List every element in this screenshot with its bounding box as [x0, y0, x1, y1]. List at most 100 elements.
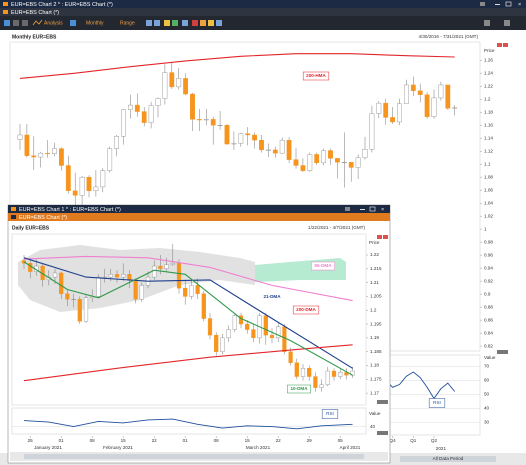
- y-tick-label: 1.24: [484, 70, 493, 75]
- toolbar-item[interactable]: Analysis: [44, 21, 63, 27]
- candle-body: [410, 84, 416, 91]
- inner-plot: 1.22 1.215 1.21 1.205 1.2 1.195 1.19 1.185 1.18 1…: [12, 243, 382, 450]
- toolbar-item[interactable]: Monthly: [86, 21, 104, 27]
- month-label: January 2021: [34, 445, 62, 450]
- axis-label: Value: [484, 355, 496, 360]
- tool-icon[interactable]: [504, 20, 510, 26]
- menu-button[interactable]: [480, 2, 485, 6]
- minimize-button[interactable]: [360, 209, 365, 210]
- scroll-thumb[interactable]: [400, 456, 496, 462]
- tool-icon[interactable]: [154, 20, 160, 26]
- candle-body: [293, 159, 299, 166]
- annotation-box: [287, 384, 311, 394]
- annotation-box: [302, 71, 330, 81]
- candle-body: [17, 134, 23, 140]
- title-bar: [0, 0, 526, 8]
- candle-body: [127, 104, 133, 110]
- date-range: 4/30/2016 - 7/31/2021 (GMT): [419, 34, 479, 39]
- y-tick-label: 1.195: [370, 321, 382, 326]
- window-title: EUR=EBS Chart 1 * : EUR=EBS Chart (*): [19, 207, 121, 213]
- autoscale-button[interactable]: [377, 431, 388, 435]
- candle-body: [196, 119, 202, 121]
- moving-average-line: [23, 255, 353, 302]
- candle-body: [108, 274, 113, 278]
- candle-body: [286, 139, 292, 160]
- candle-body: [226, 329, 231, 339]
- moving-average-line: [23, 257, 353, 369]
- candle-body: [24, 134, 30, 156]
- autoscale-button[interactable]: [377, 400, 388, 404]
- tool-icon[interactable]: [146, 20, 152, 26]
- candle-body: [71, 298, 76, 300]
- y-tick-label: 1.02: [484, 213, 493, 218]
- x-tick-label: 29: [307, 438, 313, 443]
- month-label: April 2021: [340, 445, 361, 450]
- minimize-button[interactable]: [495, 4, 500, 5]
- chart-header: Daily EUR=EBS: [12, 225, 50, 231]
- panel-button[interactable]: [383, 235, 388, 239]
- maximize-button[interactable]: [505, 1, 512, 7]
- y-tick-label: 1.19: [370, 335, 379, 340]
- panel-button[interactable]: [497, 43, 502, 47]
- tool-icon[interactable]: [22, 20, 28, 26]
- candle-body: [362, 149, 368, 158]
- tool-icon[interactable]: [164, 20, 170, 26]
- candle-body: [183, 78, 188, 95]
- tool-icon[interactable]: [182, 20, 188, 26]
- candle-body: [121, 274, 126, 278]
- candle-body: [158, 265, 163, 270]
- app-icon: [11, 207, 16, 211]
- moving-average-line: [23, 261, 353, 376]
- moving-average-line: [23, 344, 353, 382]
- candle-body: [59, 272, 64, 294]
- tool-icon[interactable]: [70, 20, 76, 26]
- y-tick-label: 1.2: [484, 96, 491, 101]
- tool-icon[interactable]: [4, 20, 10, 26]
- candle-body: [201, 293, 206, 319]
- tool-icon[interactable]: [200, 20, 206, 26]
- scroll-thumb[interactable]: [24, 454, 364, 459]
- y-tick-label: 1.21: [370, 280, 379, 285]
- tab-title[interactable]: EUR=EBS Chart (*): [11, 10, 59, 16]
- tab-icon: [11, 215, 16, 219]
- close-button[interactable]: ×: [518, 2, 521, 8]
- candle-body: [263, 315, 268, 336]
- tool-icon[interactable]: [484, 20, 490, 26]
- maximize-button[interactable]: [369, 206, 376, 212]
- tool-icon[interactable]: [172, 20, 178, 26]
- candle-body: [355, 157, 361, 168]
- annotation-box: [292, 305, 320, 315]
- annotation-label: 55-DMA: [314, 263, 332, 268]
- y-tick-label: 1.18: [484, 109, 493, 114]
- close-button[interactable]: ×: [381, 207, 384, 213]
- x-tick-label: 01: [183, 438, 189, 443]
- tool-icon[interactable]: [192, 20, 198, 26]
- toolbar-item[interactable]: Range: [120, 21, 135, 27]
- tab-bar: [0, 8, 526, 16]
- y-tick-label: 30: [484, 419, 490, 424]
- tool-icon[interactable]: [13, 20, 19, 26]
- candle-body: [452, 107, 458, 109]
- candle-body: [390, 117, 395, 123]
- y-tick-label: 0.88: [484, 304, 493, 309]
- autoscale-button[interactable]: [497, 350, 508, 354]
- y-tick-label: 1.18: [370, 363, 379, 368]
- tab-title[interactable]: EUR=EBS Chart (*): [19, 215, 67, 221]
- candle-body: [217, 125, 223, 127]
- panel-button[interactable]: [503, 43, 508, 47]
- annotation-box: [428, 398, 446, 408]
- tool-icon[interactable]: [216, 20, 222, 26]
- tool-icon[interactable]: [208, 20, 214, 26]
- menu-button[interactable]: [345, 207, 350, 211]
- x-tick-label: 22: [276, 438, 282, 443]
- candle-body: [107, 148, 113, 171]
- candle-body: [102, 276, 107, 278]
- candle-body: [189, 285, 194, 297]
- candle-body: [52, 272, 58, 278]
- scroll-label[interactable]: All Data Period: [433, 456, 464, 461]
- candle-body: [288, 351, 293, 363]
- y-tick-label: 1.22: [370, 252, 379, 257]
- candle-body: [164, 264, 169, 270]
- panel-button[interactable]: [377, 235, 382, 239]
